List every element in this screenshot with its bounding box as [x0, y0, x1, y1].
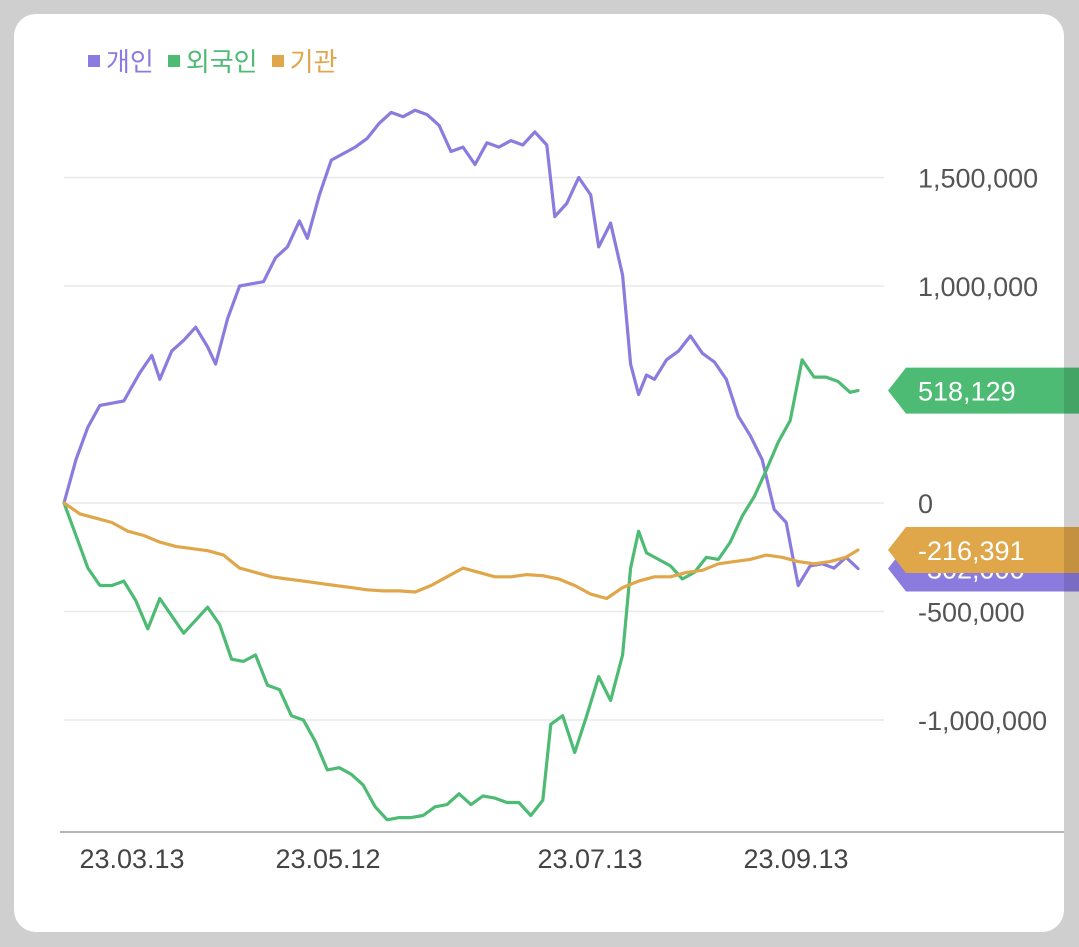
y-tick-label-4: -1,000,000: [918, 706, 1047, 736]
chart-legend: 개인 외국인 기관: [88, 42, 337, 79]
end-label-institution-text: -216,391: [918, 536, 1025, 566]
legend-item-institution[interactable]: 기관: [271, 42, 338, 79]
y-tick-label-0: 1,500,000: [918, 164, 1038, 194]
legend-label-individual: 개인: [106, 48, 154, 78]
series-line-foreign: [62, 358, 860, 822]
legend-swatch-institution: [271, 54, 284, 67]
legend-label-foreign: 외국인: [185, 48, 258, 78]
legend-swatch-individual: [88, 54, 100, 67]
x-tick-label-0: 23.03.13: [79, 844, 184, 874]
legend-label-institution: 기관: [289, 48, 338, 78]
series-line-individual: [62, 108, 860, 588]
end-label-institution-edge: [1064, 526, 1079, 573]
end-label-foreign-shape: [888, 367, 1079, 414]
legend-item-individual[interactable]: 개인: [88, 42, 154, 79]
x-tick-label-3: 23.09.13: [743, 844, 848, 874]
y-tick-label-2: 0: [918, 489, 933, 519]
y-tick-label-3: -500,000: [918, 598, 1025, 628]
y-tick-label-1: 1,000,000: [918, 272, 1038, 302]
legend-item-foreign[interactable]: 외국인: [167, 42, 258, 79]
end-label-foreign-edge: [1064, 367, 1079, 414]
legend-swatch-foreign: [167, 54, 180, 67]
end-label-institution-shape: [888, 526, 1079, 573]
chart-card: [14, 14, 1064, 932]
x-tick-label-2: 23.07.13: [537, 844, 642, 874]
series-line-institution: [62, 501, 860, 601]
x-tick-label-1: 23.05.12: [275, 844, 380, 874]
end-label-foreign-text: 518,129: [918, 377, 1016, 407]
